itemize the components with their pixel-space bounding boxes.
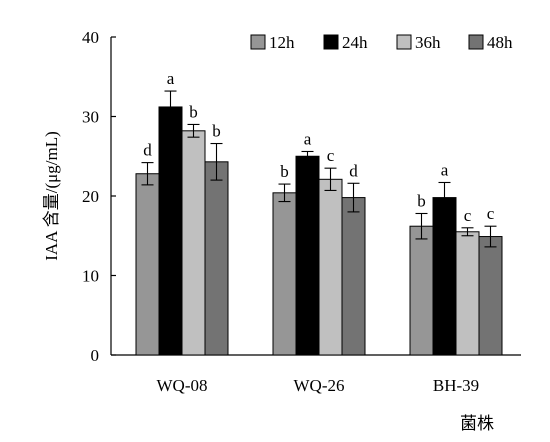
significance-letter: b [212,122,221,141]
legend-label-24h: 24h [342,33,368,52]
legend-swatch-24h [323,34,339,50]
x-tick-label: WQ-26 [294,376,345,395]
x-tick-label: BH-39 [433,376,479,395]
significance-letter: b [280,162,289,181]
legend-label-36h: 36h [415,33,441,52]
y-tick-label: 30 [82,108,99,127]
bar-wq-26-24h [295,155,320,356]
bar-wq-26-36h [318,178,343,356]
legend-label-48h: 48h [487,33,513,52]
bar-wq-08-24h [158,106,183,356]
bar-wq-26-48h [341,197,366,356]
bar-bh-39-36h [455,231,480,356]
significance-letter: a [304,129,312,148]
significance-letter: b [189,102,198,121]
significance-letter: a [441,160,449,179]
x-axis-label: 菌株 [460,414,494,433]
bar-wq-08-12h [135,173,160,356]
y-axis-label: IAA 含量/(μg/mL) [42,131,61,261]
bar-wq-08-48h [204,161,229,356]
significance-letter: a [167,69,175,88]
y-tick-label: 40 [82,28,99,47]
y-tick-label: 0 [91,346,100,365]
bar-bh-39-48h [478,236,503,356]
bar-bh-39-24h [432,197,457,356]
significance-letter: c [487,204,495,223]
legend-swatch-36h [396,34,412,50]
bar-wq-08-36h [181,130,206,356]
x-tick-label: WQ-08 [157,376,208,395]
significance-letter: d [349,161,358,180]
significance-letter: b [417,191,426,210]
significance-letter: c [464,206,472,225]
significance-letter: d [143,141,152,160]
legend-swatch-48h [468,34,484,50]
y-tick-label: 10 [82,267,99,286]
bar-wq-26-12h [272,192,297,356]
y-tick-label: 20 [82,187,99,206]
bar-bh-39-12h [409,225,434,356]
significance-letter: c [327,146,335,165]
legend-label-12h: 12h [269,33,295,52]
legend-swatch-12h [250,34,266,50]
